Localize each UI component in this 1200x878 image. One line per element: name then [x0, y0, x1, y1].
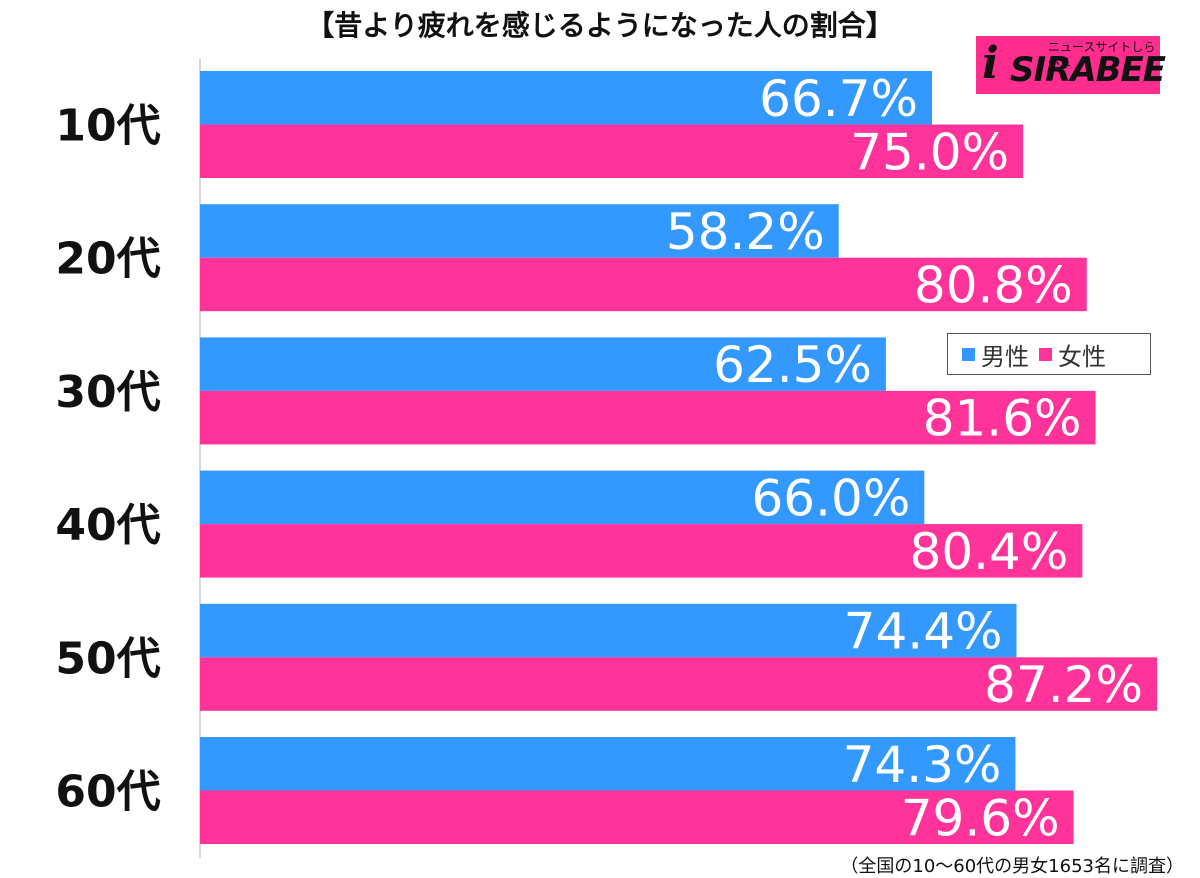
- bar-value-label: 81.6%: [923, 390, 1082, 448]
- bar-male: [200, 603, 1017, 658]
- bar-value-label: 75.0%: [850, 123, 1009, 181]
- category-label: 30代: [55, 367, 160, 418]
- legend-item-female: 女性: [1039, 337, 1106, 372]
- bar-value-label: 79.6%: [901, 789, 1060, 847]
- logo-brand-text: SIRABEE: [1010, 50, 1166, 90]
- bar-female: [200, 790, 1074, 844]
- bar-male: [200, 71, 933, 125]
- category-label: 20代: [55, 234, 160, 285]
- logo-i-mark: i: [982, 38, 999, 89]
- bar-value-label: 87.2%: [984, 656, 1143, 714]
- bar-male: [200, 470, 925, 525]
- bar-value-label: 74.3%: [843, 736, 1002, 794]
- chart-title: 【昔より疲れを感じるようになった人の割合】: [306, 9, 894, 42]
- bar-female: [200, 390, 1096, 445]
- category-label: 40代: [55, 500, 160, 551]
- category-label: 50代: [55, 633, 160, 684]
- bar-value-label: 80.4%: [910, 523, 1069, 581]
- bar-value-label: 66.0%: [751, 469, 910, 527]
- bar-value-label: 80.8%: [914, 256, 1073, 314]
- footnote: （全国の10〜60代の男女1653名に調査）: [840, 856, 1184, 877]
- logo-tagline: ニュースサイトしらべぇ: [1048, 40, 1156, 68]
- bar-male: [200, 204, 839, 258]
- legend-label-female: 女性: [1058, 342, 1106, 371]
- bars-layer: [200, 71, 1157, 844]
- sirabee-logo: i ニュースサイトしらべぇ SIRABEE: [976, 36, 1166, 94]
- bar-male: [200, 337, 886, 391]
- legend-item-male: 男性: [962, 337, 1029, 372]
- bar-value-label: 62.5%: [713, 336, 872, 394]
- legend-swatch-female: [1039, 347, 1052, 361]
- bar-value-label: 66.7%: [759, 70, 918, 128]
- bar-female: [200, 257, 1087, 312]
- bar-female: [200, 124, 1024, 178]
- bar-male: [200, 737, 1016, 791]
- legend-label-male: 男性: [981, 342, 1029, 371]
- bar-value-label: 74.4%: [844, 603, 1003, 661]
- bar-female: [200, 524, 1083, 578]
- bar-value-label: 58.2%: [666, 203, 825, 261]
- legend: 男性 女性: [947, 333, 1151, 375]
- bar-female: [200, 657, 1157, 711]
- labels-layer: 10代 66.7%75.0% 20代 58.2% 80.8% 30代 62.5% 81.6% 4…: [55, 70, 1143, 848]
- category-label: 10代: [55, 101, 160, 152]
- legend-swatch-male: [962, 347, 975, 361]
- category-label: 60代: [55, 767, 160, 818]
